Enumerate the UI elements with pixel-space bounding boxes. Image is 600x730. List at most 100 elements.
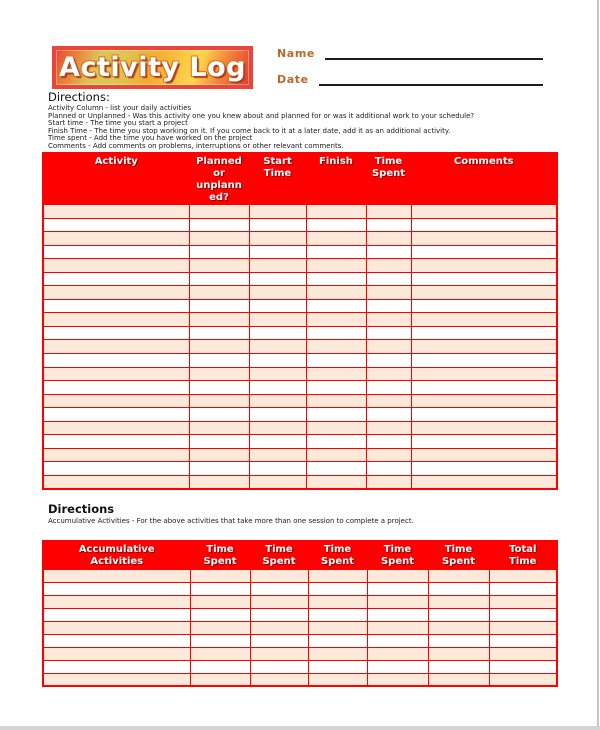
empty-cell[interactable] (305, 420, 367, 436)
empty-cell[interactable] (188, 407, 250, 422)
empty-cell[interactable] (488, 659, 558, 674)
empty-cell[interactable] (365, 271, 412, 287)
empty-cell[interactable] (307, 646, 368, 661)
empty-cell[interactable] (42, 633, 191, 648)
empty-cell[interactable] (42, 646, 191, 661)
empty-cell[interactable] (305, 353, 367, 368)
empty-cell[interactable] (305, 461, 367, 476)
empty-cell[interactable] (248, 380, 307, 395)
empty-cell[interactable] (305, 231, 367, 246)
empty-cell[interactable] (42, 620, 191, 635)
empty-cell[interactable] (248, 271, 307, 287)
empty-cell[interactable] (427, 646, 490, 661)
empty-cell[interactable] (188, 285, 250, 300)
empty-cell[interactable] (248, 325, 307, 341)
empty-cell[interactable] (42, 204, 190, 219)
empty-cell[interactable] (366, 594, 429, 609)
empty-cell[interactable] (42, 231, 190, 246)
empty-cell[interactable] (248, 339, 307, 354)
empty-cell[interactable] (188, 474, 250, 490)
empty-cell[interactable] (248, 244, 307, 260)
empty-cell[interactable] (188, 447, 250, 463)
empty-cell[interactable] (248, 217, 307, 233)
empty-cell[interactable] (249, 672, 309, 687)
empty-cell[interactable] (188, 420, 250, 436)
empty-cell[interactable] (188, 217, 250, 233)
empty-cell[interactable] (307, 620, 368, 635)
empty-cell[interactable] (307, 568, 368, 583)
empty-cell[interactable] (188, 461, 250, 476)
empty-cell[interactable] (410, 447, 558, 463)
empty-cell[interactable] (248, 447, 307, 463)
empty-cell[interactable] (305, 244, 367, 260)
empty-cell[interactable] (42, 244, 190, 260)
empty-cell[interactable] (365, 325, 412, 341)
empty-cell[interactable] (42, 474, 190, 490)
empty-cell[interactable] (410, 420, 558, 436)
empty-cell[interactable] (188, 380, 250, 395)
empty-cell[interactable] (307, 594, 368, 609)
empty-cell[interactable] (248, 285, 307, 300)
empty-cell[interactable] (366, 659, 429, 674)
empty-cell[interactable] (427, 568, 490, 583)
empty-cell[interactable] (42, 447, 190, 463)
empty-cell[interactable] (410, 380, 558, 395)
empty-cell[interactable] (366, 568, 429, 583)
name-fill-line[interactable] (324, 47, 543, 60)
empty-cell[interactable] (188, 298, 250, 314)
empty-cell[interactable] (248, 420, 307, 436)
empty-cell[interactable] (42, 217, 190, 233)
empty-cell[interactable] (410, 217, 558, 233)
empty-cell[interactable] (427, 607, 490, 622)
empty-cell[interactable] (248, 393, 307, 409)
empty-cell[interactable] (305, 393, 367, 409)
empty-cell[interactable] (305, 366, 367, 382)
empty-cell[interactable] (365, 312, 412, 327)
empty-cell[interactable] (366, 581, 429, 596)
empty-cell[interactable] (248, 298, 307, 314)
empty-cell[interactable] (307, 633, 368, 648)
empty-cell[interactable] (42, 393, 190, 409)
empty-cell[interactable] (488, 620, 558, 635)
empty-cell[interactable] (488, 581, 558, 596)
empty-cell[interactable] (248, 353, 307, 368)
empty-cell[interactable] (189, 568, 251, 583)
empty-cell[interactable] (307, 607, 368, 622)
empty-cell[interactable] (410, 312, 558, 327)
empty-cell[interactable] (188, 204, 250, 219)
empty-cell[interactable] (248, 434, 307, 449)
empty-cell[interactable] (305, 434, 367, 449)
empty-cell[interactable] (188, 434, 250, 449)
empty-cell[interactable] (305, 447, 367, 463)
empty-cell[interactable] (427, 620, 490, 635)
empty-cell[interactable] (410, 285, 558, 300)
empty-cell[interactable] (189, 581, 251, 596)
empty-cell[interactable] (365, 353, 412, 368)
empty-cell[interactable] (427, 581, 490, 596)
empty-cell[interactable] (307, 659, 368, 674)
empty-cell[interactable] (188, 231, 250, 246)
empty-cell[interactable] (410, 474, 558, 490)
empty-cell[interactable] (42, 339, 190, 354)
empty-cell[interactable] (249, 633, 309, 648)
empty-cell[interactable] (365, 204, 412, 219)
empty-cell[interactable] (188, 325, 250, 341)
empty-cell[interactable] (42, 380, 190, 395)
empty-cell[interactable] (42, 581, 191, 596)
empty-cell[interactable] (42, 461, 190, 476)
empty-cell[interactable] (188, 366, 250, 382)
empty-cell[interactable] (42, 285, 190, 300)
empty-cell[interactable] (188, 339, 250, 354)
empty-cell[interactable] (248, 366, 307, 382)
empty-cell[interactable] (365, 380, 412, 395)
empty-cell[interactable] (42, 594, 191, 609)
empty-cell[interactable] (427, 672, 490, 687)
empty-cell[interactable] (189, 646, 251, 661)
empty-cell[interactable] (410, 461, 558, 476)
empty-cell[interactable] (410, 298, 558, 314)
empty-cell[interactable] (365, 393, 412, 409)
empty-cell[interactable] (305, 474, 367, 490)
empty-cell[interactable] (410, 407, 558, 422)
empty-cell[interactable] (189, 672, 251, 687)
empty-cell[interactable] (248, 312, 307, 327)
